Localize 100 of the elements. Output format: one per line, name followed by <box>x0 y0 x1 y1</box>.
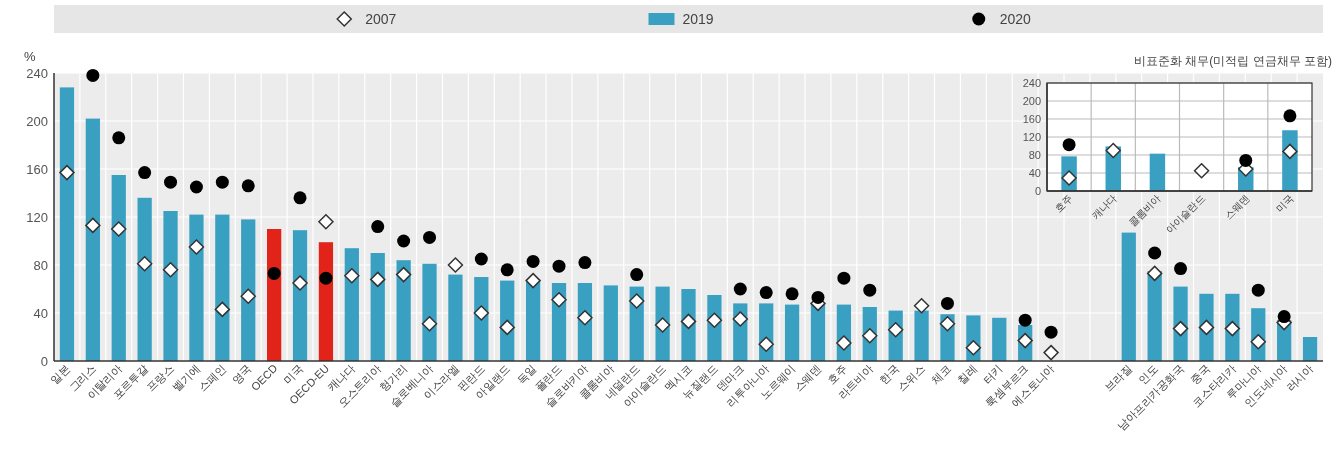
bar <box>137 197 152 361</box>
bar <box>163 211 178 361</box>
bar <box>784 304 800 361</box>
point <box>241 179 255 193</box>
bar <box>241 219 256 361</box>
point <box>371 220 385 234</box>
y-tick-label: 40 <box>1028 166 1041 179</box>
point <box>240 288 256 304</box>
bar <box>914 310 929 361</box>
point <box>552 259 566 273</box>
bar <box>292 230 308 361</box>
point <box>836 335 852 351</box>
point <box>526 254 540 268</box>
point <box>421 316 438 332</box>
point <box>759 286 773 300</box>
bar <box>1121 232 1136 361</box>
point <box>473 305 490 321</box>
y-tick-label: 200 <box>1022 94 1041 107</box>
point <box>318 214 334 230</box>
point <box>1282 143 1298 160</box>
point <box>837 271 851 285</box>
y-tick-label: 120 <box>26 209 48 225</box>
point <box>138 166 152 180</box>
legend-label: 2007 <box>365 11 397 27</box>
point <box>395 266 412 283</box>
point <box>758 336 774 352</box>
point <box>939 316 956 332</box>
y-tick-label: 240 <box>1022 76 1041 89</box>
point <box>1148 246 1162 260</box>
point <box>214 301 231 318</box>
point <box>112 131 126 145</box>
point <box>162 262 179 278</box>
point <box>1044 325 1058 339</box>
point <box>267 266 281 280</box>
point <box>1224 320 1241 337</box>
point <box>1146 265 1163 282</box>
point <box>551 292 567 308</box>
chart-title: 비표준화 채무(미적립 연금채무 포함) <box>1134 54 1332 68</box>
point <box>654 317 671 333</box>
bar <box>85 118 100 361</box>
point <box>630 268 644 282</box>
bar <box>992 317 1007 361</box>
point <box>1062 138 1076 152</box>
point <box>215 175 229 189</box>
point <box>1018 313 1032 327</box>
point <box>1172 320 1189 337</box>
y-tick-label: 160 <box>26 161 48 177</box>
point <box>1239 153 1253 167</box>
y-tick-label: 200 <box>26 113 48 129</box>
point <box>887 322 904 338</box>
point <box>499 319 515 336</box>
y-tick-label: 80 <box>1028 148 1041 161</box>
bar <box>525 280 541 361</box>
point <box>293 191 307 205</box>
bar <box>59 87 75 361</box>
point <box>733 282 747 296</box>
point <box>628 293 645 309</box>
point <box>863 283 877 297</box>
bar <box>111 175 126 361</box>
point <box>59 164 75 181</box>
point <box>1198 319 1215 336</box>
point <box>1283 109 1297 123</box>
point <box>1105 142 1121 159</box>
x-tick-label: 칠레 <box>954 361 979 386</box>
point <box>423 230 437 244</box>
y-tick-label: 0 <box>40 353 48 369</box>
point <box>578 256 592 270</box>
point <box>319 271 333 285</box>
y-tick-label: 240 <box>26 65 48 81</box>
point <box>1250 334 1267 350</box>
point <box>292 275 308 291</box>
point <box>136 256 153 272</box>
x-tick-label: 호주 <box>1052 192 1075 215</box>
point <box>811 290 825 304</box>
point <box>397 234 411 248</box>
bar <box>318 242 334 361</box>
point <box>1251 283 1265 297</box>
y-tick-label: 120 <box>1022 130 1041 143</box>
point <box>940 296 954 310</box>
point <box>1061 170 1077 186</box>
point <box>1193 163 1210 179</box>
bar <box>1147 271 1162 361</box>
point <box>1174 262 1188 276</box>
x-tick-label: 미국 <box>1273 192 1296 215</box>
legend-label: 2020 <box>999 11 1032 27</box>
point <box>732 311 749 327</box>
y-tick-label: 0 <box>1034 184 1041 197</box>
point <box>474 252 488 266</box>
point <box>189 180 203 194</box>
point <box>1277 310 1291 324</box>
y-tick-label: 160 <box>1022 112 1041 125</box>
point <box>164 175 178 189</box>
x-tick-label: 체코 <box>928 361 953 386</box>
legend-label: 2019 <box>682 11 714 27</box>
point <box>1017 332 1033 349</box>
point <box>785 287 799 301</box>
point <box>188 239 205 255</box>
point <box>344 268 360 284</box>
bar <box>215 214 230 361</box>
bar <box>448 274 463 361</box>
